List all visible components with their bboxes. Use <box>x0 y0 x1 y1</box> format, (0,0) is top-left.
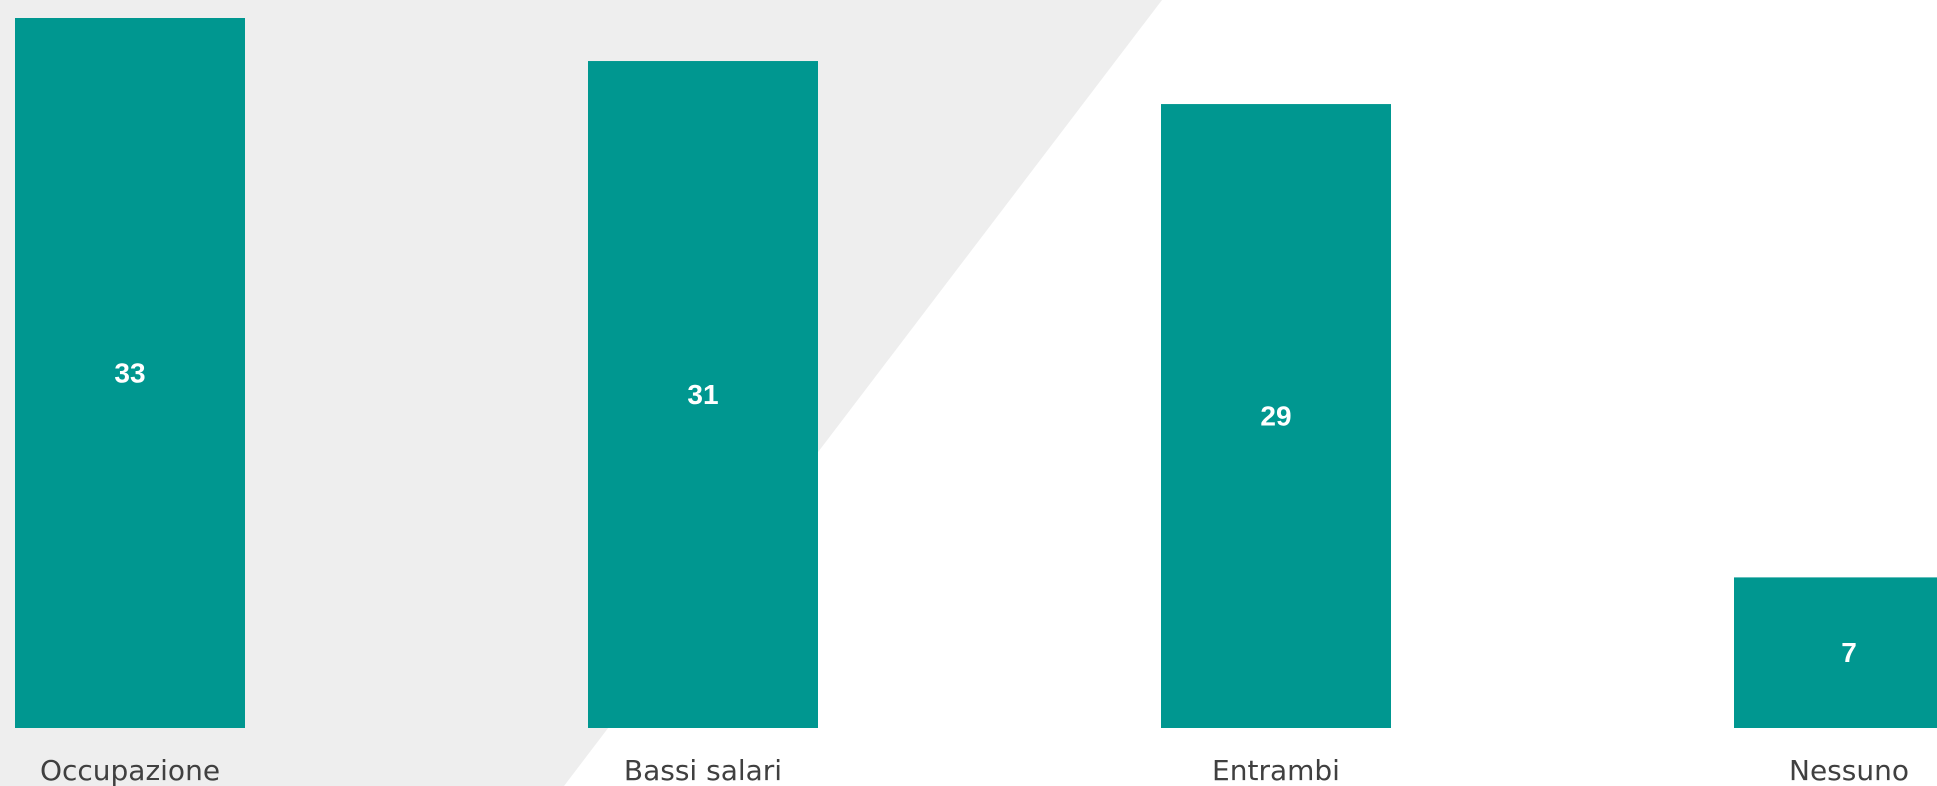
category-label: Nessuno <box>1789 754 1909 786</box>
background-diagonal-shape <box>0 0 1162 786</box>
value-labels-group: 33 31 29 7 <box>114 358 1856 669</box>
bar-occupazione <box>15 18 245 728</box>
bar-value-label: 33 <box>114 358 145 389</box>
bars-group <box>15 18 1937 729</box>
bar-entrambi <box>1161 104 1391 728</box>
category-label: Bassi salari <box>624 754 782 786</box>
bar-value-label: 31 <box>687 379 718 410</box>
category-label: Occupazione <box>40 754 220 786</box>
category-labels-group: Occupazione Bassi salari Entrambi Nessuno <box>40 754 1909 786</box>
bar-bassi-salari <box>588 61 818 729</box>
bar-value-label: 29 <box>1260 401 1291 432</box>
category-label: Entrambi <box>1212 754 1340 786</box>
bar-value-label: 7 <box>1841 637 1857 668</box>
bar-nessuno <box>1734 577 1937 728</box>
